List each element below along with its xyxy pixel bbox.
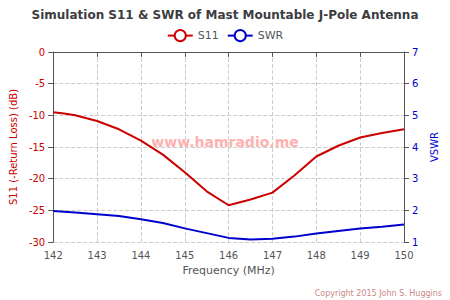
- svg-text:-30: -30: [29, 237, 45, 248]
- svg-text:Frequency (MHz): Frequency (MHz): [182, 264, 274, 277]
- svg-text:144: 144: [131, 250, 150, 261]
- svg-text:2: 2: [412, 205, 418, 216]
- svg-text:6: 6: [412, 78, 418, 89]
- svg-text:147: 147: [263, 250, 282, 261]
- svg-text:-25: -25: [29, 205, 45, 216]
- svg-text:7: 7: [412, 47, 418, 58]
- svg-text:0: 0: [39, 47, 45, 58]
- svg-text:-10: -10: [29, 110, 45, 121]
- svg-text:145: 145: [175, 250, 194, 261]
- svg-text:148: 148: [307, 250, 326, 261]
- svg-text:Copyright 2015 John S. Huggins: Copyright 2015 John S. Huggins: [315, 289, 442, 298]
- svg-text:3: 3: [412, 173, 418, 184]
- svg-text:SWR: SWR: [258, 29, 284, 42]
- svg-text:S11 (-Return Loss) (dB): S11 (-Return Loss) (dB): [8, 89, 19, 205]
- svg-text:146: 146: [219, 250, 238, 261]
- svg-text:-20: -20: [29, 173, 45, 184]
- svg-text:VSWR: VSWR: [429, 132, 440, 162]
- svg-text:4: 4: [412, 142, 418, 153]
- svg-text:150: 150: [394, 250, 413, 261]
- svg-text:149: 149: [351, 250, 370, 261]
- svg-text:5: 5: [412, 110, 418, 121]
- svg-text:1: 1: [412, 237, 418, 248]
- svg-text:143: 143: [88, 250, 107, 261]
- svg-text:142: 142: [44, 250, 63, 261]
- svg-text:www.hamradio.me: www.hamradio.me: [151, 134, 298, 150]
- svg-text:-5: -5: [35, 78, 45, 89]
- svg-text:S11: S11: [198, 29, 219, 42]
- svg-text:-15: -15: [29, 142, 45, 153]
- svg-text:Simulation S11 & SWR of Mast M: Simulation S11 & SWR of Mast Mountable J…: [32, 8, 419, 22]
